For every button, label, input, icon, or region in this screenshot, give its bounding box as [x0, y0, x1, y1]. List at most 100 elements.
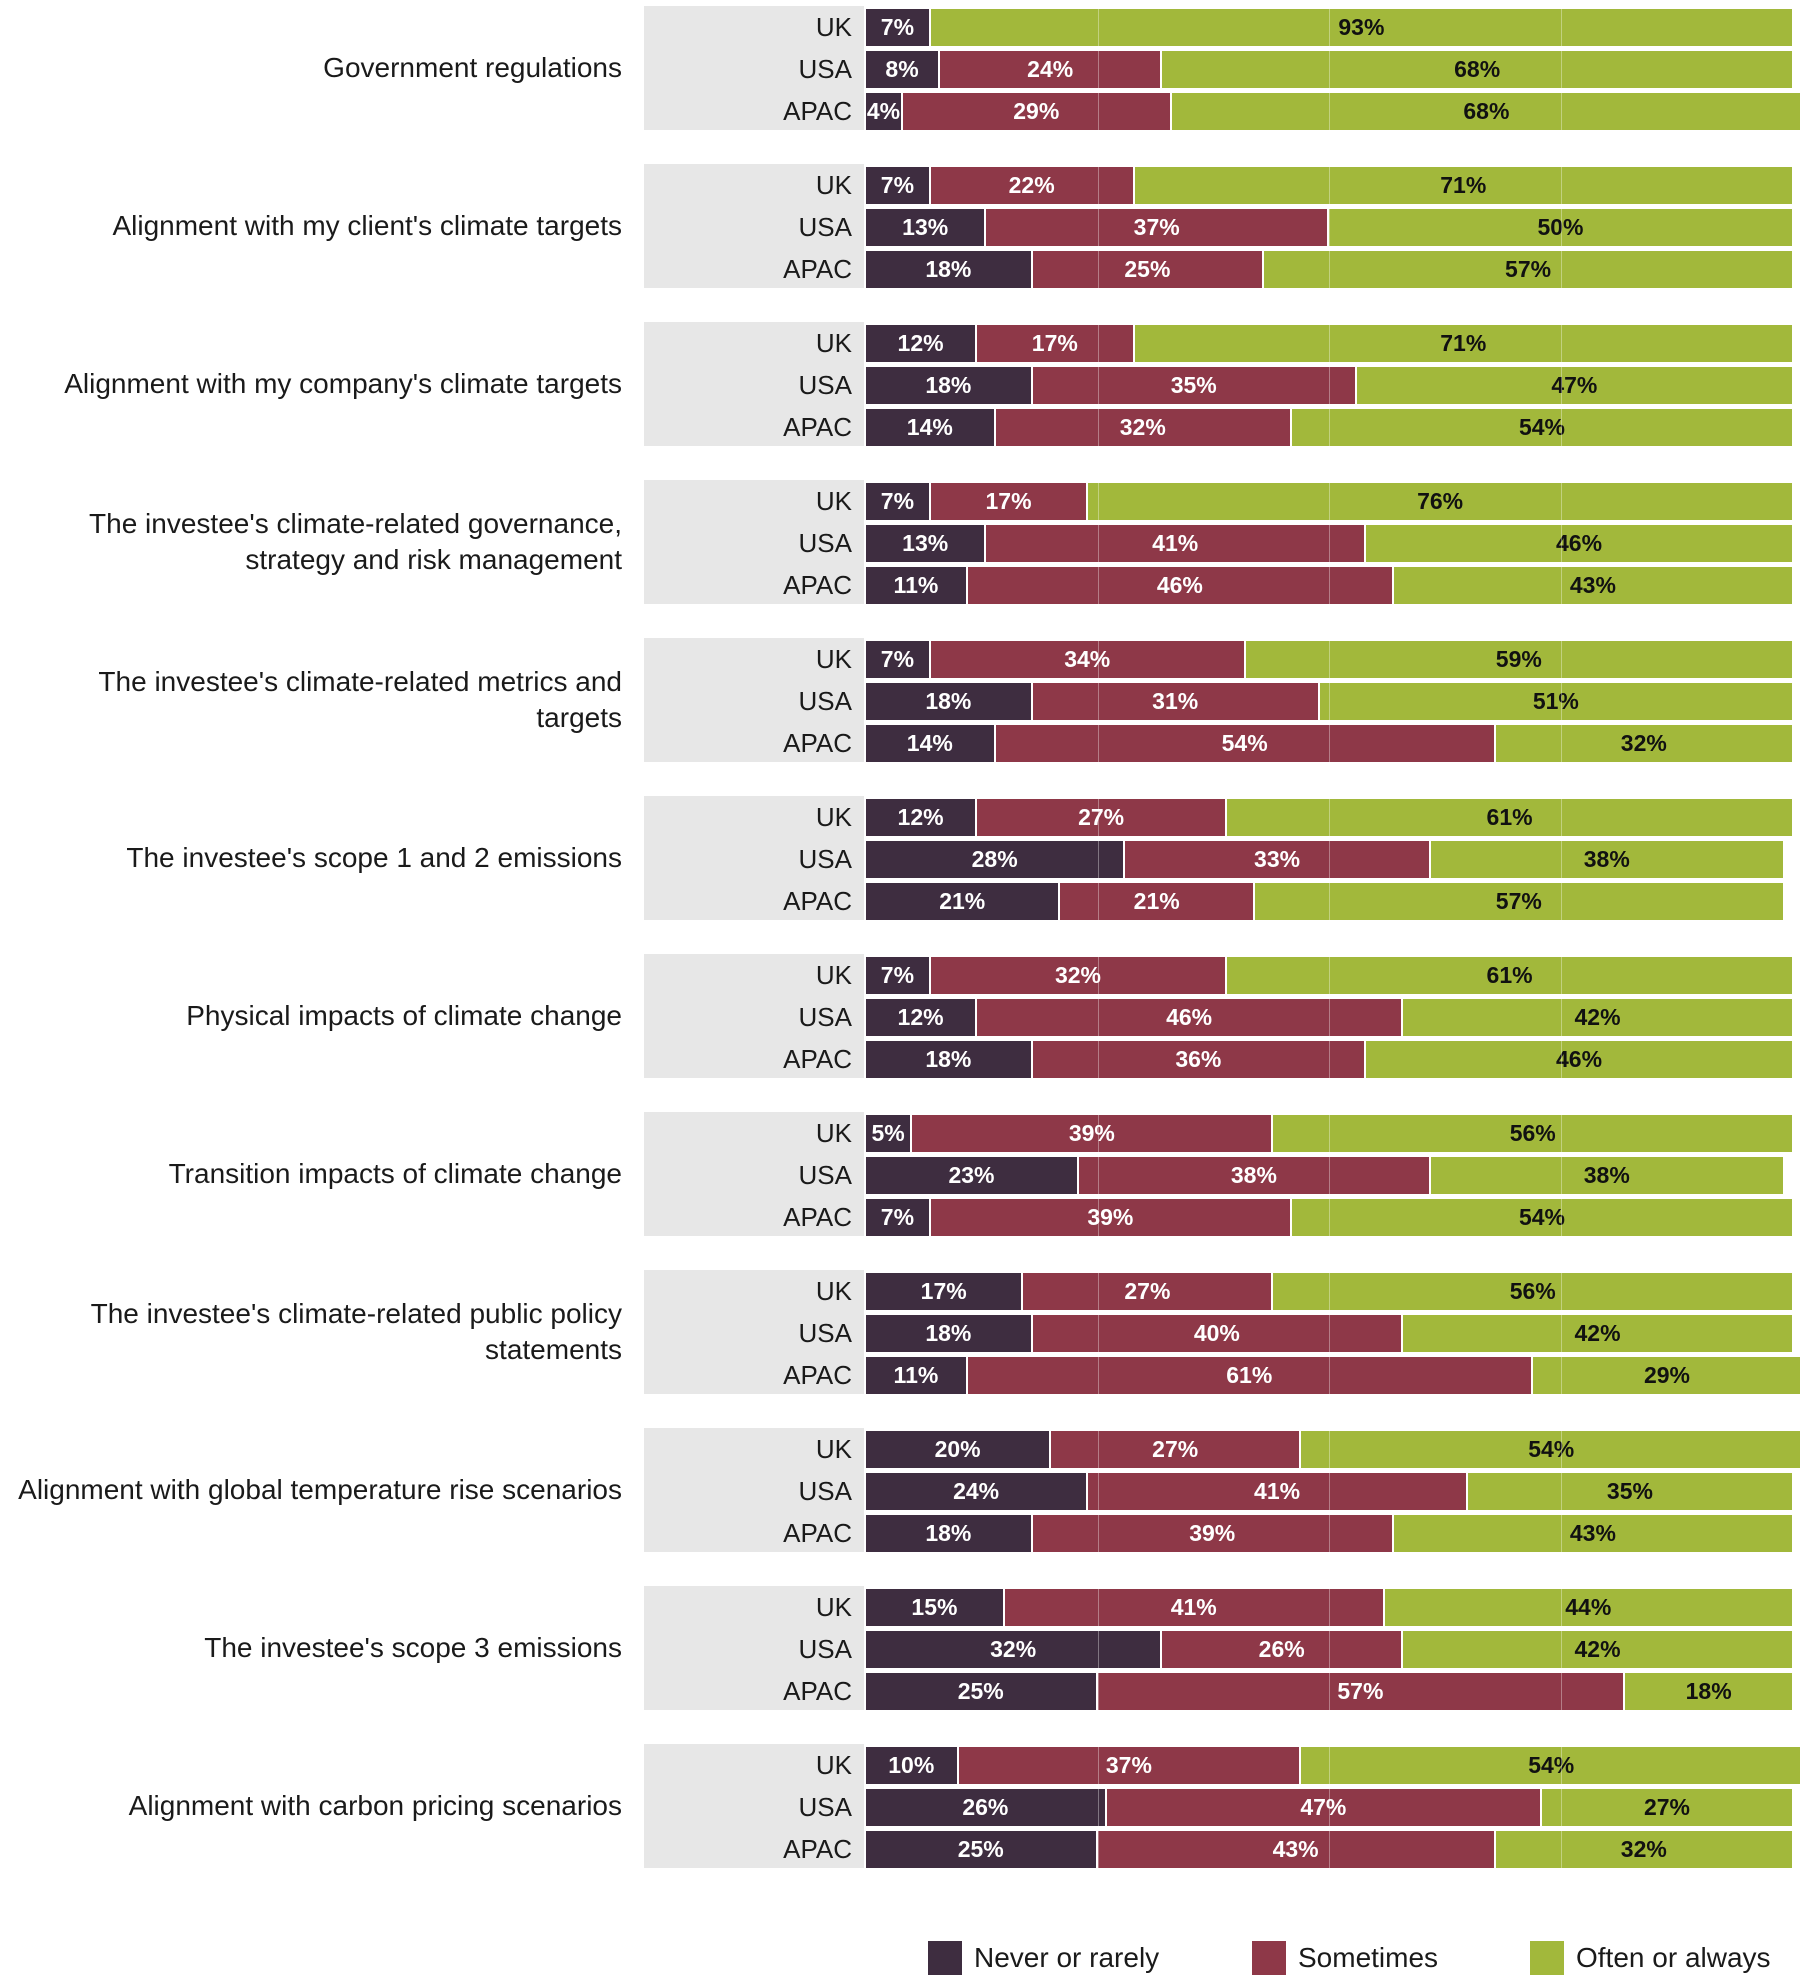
chart-group-alignment-with-my-company-s-climate-targets: Alignment with my company's climate targ… [0, 322, 1800, 446]
region-label: UK [815, 1276, 852, 1306]
bar-segment-often-or-always: 38% [1430, 1157, 1783, 1194]
data-label: 37% [1133, 214, 1180, 240]
legend-item-often-or-always: Often or always [1530, 1940, 1771, 1976]
bar-row-uk: UK 7% 93% [644, 9, 1792, 46]
data-label: 43% [1569, 572, 1616, 598]
group-background [644, 6, 864, 130]
bar-segment-often-or-always: 42% [1403, 999, 1792, 1036]
bar-segment-sometimes: 46% [977, 999, 1404, 1036]
region-label: APAC [783, 1676, 852, 1706]
bar-track: 18% 39% 43% [866, 1515, 1792, 1552]
bar-row-uk: UK 20% 27% 54% [644, 1431, 1800, 1468]
data-label: 4% [866, 98, 901, 124]
legend-item-sometimes: Sometimes [1252, 1940, 1438, 1976]
bar-segment-never-or-rarely: 32% [866, 1631, 1163, 1668]
data-label: 61% [1486, 962, 1533, 988]
data-label: 54% [1518, 414, 1565, 440]
legend-label-often-or-always: Often or always [1576, 1942, 1771, 1973]
data-label: 7% [880, 172, 915, 198]
bar-row-usa: USA 13% 37% 50% [644, 209, 1792, 246]
data-label: 59% [1495, 646, 1542, 672]
region-label: USA [798, 1476, 852, 1506]
bar-track: 7% 22% 71% [866, 167, 1792, 204]
bar-segment-sometimes: 27% [1023, 1273, 1274, 1310]
bar-segment-sometimes: 35% [1032, 367, 1357, 404]
data-label: 29% [1643, 1362, 1690, 1388]
region-label: USA [798, 1002, 852, 1032]
gridline [1560, 0, 1562, 1880]
group-background [644, 954, 864, 1078]
bar-row-apac: APAC 4% 29% 68% [644, 93, 1800, 130]
bar-segment-never-or-rarely: 11% [866, 567, 968, 604]
bar-segment-never-or-rarely: 10% [866, 1747, 959, 1784]
chart-group-government-regulations: Government regulations UK 7% 93% USA 8% 24% 68%… [0, 6, 1800, 130]
bar-track: 14% 32% 54% [866, 409, 1792, 446]
data-label: 18% [925, 372, 972, 398]
category-label-text: Alignment with my client's climate targe… [112, 210, 622, 241]
bar-segment-often-or-always: 59% [1245, 641, 1792, 678]
bar-track: 15% 41% 44% [866, 1589, 1792, 1626]
bar-segment-never-or-rarely: 7% [866, 957, 931, 994]
category-label-text: The investee's climate-related public po… [90, 1298, 622, 1365]
data-label: 38% [1583, 846, 1630, 872]
region-label: APAC [783, 1202, 852, 1232]
data-label: 24% [1027, 56, 1074, 82]
bar-track: 12% 46% 42% [866, 999, 1792, 1036]
data-label: 40% [1193, 1320, 1240, 1346]
data-label: 26% [962, 1794, 1009, 1820]
bar-segment-never-or-rarely: 28% [866, 841, 1126, 878]
data-label: 13% [902, 530, 949, 556]
chart-group-alignment-with-carbon-pricing-scenarios: Alignment with carbon pricing scenarios U… [0, 1744, 1800, 1868]
data-label: 27% [1124, 1278, 1171, 1304]
bar-row-uk: UK 15% 41% 44% [644, 1589, 1792, 1626]
data-label: 43% [1272, 1836, 1319, 1862]
data-label: 57% [1505, 256, 1552, 282]
category-label-text: Alignment with my company's climate targ… [64, 368, 622, 399]
bar-track: 13% 41% 46% [866, 525, 1792, 562]
group-background [644, 1586, 864, 1710]
group-background [644, 796, 864, 920]
bar-track: 10% 37% 54% [866, 1747, 1800, 1784]
bar-segment-often-or-always: 50% [1329, 209, 1792, 246]
bar-segment-never-or-rarely: 18% [866, 251, 1033, 288]
bar-row-uk: UK 17% 27% 56% [644, 1273, 1792, 1310]
bar-row-usa: USA 18% 40% 42% [644, 1315, 1792, 1352]
data-label: 41% [1254, 1478, 1301, 1504]
bar-row-uk: UK 7% 22% 71% [644, 167, 1792, 204]
bar-segment-never-or-rarely: 18% [866, 1041, 1033, 1078]
category-label-text: Transition impacts of climate change [168, 1158, 622, 1189]
category-label: Alignment with my client's climate targe… [10, 164, 622, 288]
data-label: 32% [990, 1636, 1037, 1662]
region-label: USA [798, 1160, 852, 1190]
data-label: 7% [880, 14, 915, 40]
group-background [644, 1428, 864, 1552]
bar-track: 11% 61% 29% [866, 1357, 1800, 1394]
data-label: 14% [906, 730, 953, 756]
data-label: 68% [1454, 56, 1501, 82]
data-label: 43% [1569, 1520, 1616, 1546]
data-label: 50% [1537, 214, 1584, 240]
bar-segment-often-or-always: 56% [1273, 1273, 1792, 1310]
data-label: 42% [1574, 1636, 1621, 1662]
bar-track: 13% 37% 50% [866, 209, 1792, 246]
data-label: 7% [880, 1204, 915, 1230]
legend-item-never-or-rarely: Never or rarely [928, 1940, 1159, 1976]
bar-track: 24% 41% 35% [866, 1473, 1792, 1510]
bar-segment-often-or-always: 56% [1273, 1115, 1792, 1152]
bar-segment-never-or-rarely: 14% [866, 409, 996, 446]
data-label: 47% [1300, 1794, 1347, 1820]
bar-segment-never-or-rarely: 21% [866, 883, 1061, 920]
bar-segment-never-or-rarely: 18% [866, 367, 1033, 404]
region-label: APAC [783, 570, 852, 600]
region-label: USA [798, 370, 852, 400]
data-label: 13% [902, 214, 949, 240]
data-label: 33% [1254, 846, 1301, 872]
bar-track: 18% 31% 51% [866, 683, 1792, 720]
group-background [644, 638, 864, 762]
bar-row-apac: APAC 18% 25% 57% [644, 251, 1792, 288]
data-label: 76% [1417, 488, 1464, 514]
bar-segment-sometimes: 36% [1032, 1041, 1367, 1078]
bar-segment-sometimes: 37% [958, 1747, 1302, 1784]
region-label: UK [815, 802, 852, 832]
bar-segment-never-or-rarely: 23% [866, 1157, 1079, 1194]
